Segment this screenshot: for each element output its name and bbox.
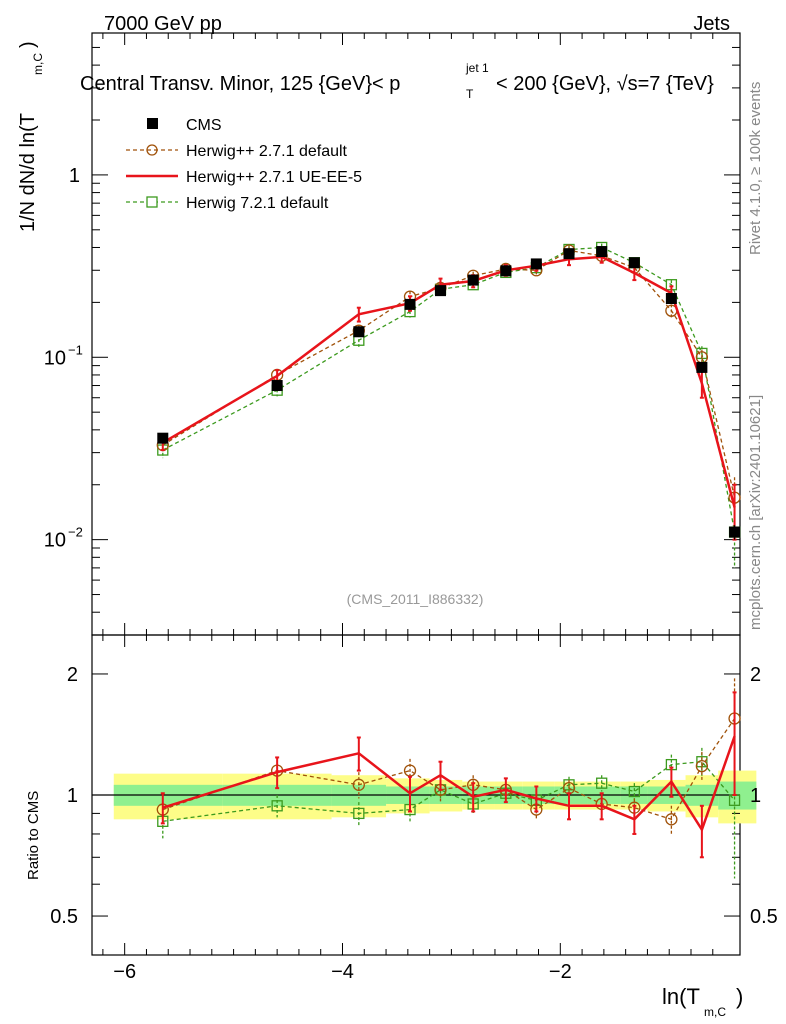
data-point-cms <box>563 248 575 260</box>
header-right: Jets <box>693 13 730 35</box>
legend-cms-marker <box>147 118 158 129</box>
ratio-y-tick-label-right: 1 <box>750 785 761 807</box>
y-tick-label: 10 <box>44 347 66 369</box>
ratio-y-tick-label: 2 <box>67 664 78 686</box>
series-line-herwig_default <box>162 718 736 821</box>
data-point-herwig7 <box>596 777 608 789</box>
data-point-cms <box>404 298 416 310</box>
x-tick-label: −6 <box>113 961 136 983</box>
main-panel: 110−110−2 <box>44 32 741 636</box>
analysis-watermark: (CMS_2011_I886332) <box>347 591 484 607</box>
legend-cms-label: CMS <box>186 117 222 134</box>
title-sub: T <box>466 87 474 101</box>
series-line-herwig7 <box>162 761 736 822</box>
ratio-panel: −6 −4 −2 2 2 1 1 0.5 0.5 <box>50 634 778 983</box>
y-tick-label: 10 <box>44 530 66 552</box>
data-point-herwig7 <box>271 800 283 812</box>
ratio-y-tick-label: 0.5 <box>50 906 78 928</box>
data-point-cms <box>530 258 542 270</box>
legend: CMS Herwig++ 2.7.1 default Herwig++ 2.7.… <box>126 117 362 212</box>
main-ylabel-close: ) <box>17 41 39 48</box>
data-point-cms <box>500 265 512 277</box>
data-point-cms <box>271 380 283 392</box>
title-sup: jet 1 <box>465 61 489 75</box>
data-point-herwig_default <box>695 759 709 773</box>
data-point-cms <box>696 361 708 373</box>
data-point-cms <box>353 326 365 338</box>
header-left: 7000 GeV pp <box>104 13 222 35</box>
main-ylabel-sub: m,C <box>31 53 45 75</box>
x-tick-label: −2 <box>549 961 572 983</box>
xlabel-sub: m,C <box>704 1005 726 1019</box>
y-tick-exponent: −1 <box>68 342 83 357</box>
data-point-herwig_default <box>352 778 365 791</box>
data-point-cms <box>435 285 447 297</box>
plot-title: Central Transv. Minor, 125 {GeV}< p jet … <box>80 61 714 101</box>
y-tick-exponent: −2 <box>68 525 83 540</box>
title-main: Central Transv. Minor, 125 {GeV}< p <box>80 73 400 95</box>
series-line-herwig_ueee5 <box>162 255 736 508</box>
rivet-label: Rivet 4.1.0, ≥ 100k events <box>747 82 764 255</box>
data-point-herwig7 <box>353 807 365 820</box>
x-axis-label: ln(T m,C ) <box>662 984 743 1019</box>
legend-herwig7-label: Herwig 7.2.1 default <box>186 195 329 212</box>
series-line-herwig_ueee5 <box>162 735 736 833</box>
main-ylabel: 1/N dN/d ln(T m,C ) <box>17 41 45 232</box>
main-ylabel-text: 1/N dN/d ln(T <box>17 113 39 232</box>
mcplots-label: mcplots.cern.ch [arXiv:2401.10621] <box>747 395 764 630</box>
legend-herwig7-marker <box>146 196 158 208</box>
ratio-y-tick-label-right: 0.5 <box>750 906 778 928</box>
data-point-herwig_default <box>665 813 678 826</box>
ratio-ylabel: Ratio to CMS <box>25 791 42 880</box>
legend-herwig-default-label: Herwig++ 2.7.1 default <box>186 143 348 160</box>
title-tail: < 200 {GeV}, √s=7 {TeV} <box>496 73 714 95</box>
data-point-cms <box>628 257 640 269</box>
legend-herwig-ueee5-label: Herwig++ 2.7.1 UE-EE-5 <box>186 169 362 186</box>
data-point-cms <box>157 432 169 444</box>
xlabel-text: ln(T <box>662 984 700 1009</box>
data-point-cms <box>596 246 608 258</box>
x-tick-label: −4 <box>331 961 354 983</box>
data-point-cms <box>467 274 479 286</box>
series-line-herwig7 <box>162 246 736 533</box>
ratio-y-tick-label: 1 <box>67 785 78 807</box>
data-point-cms <box>665 293 677 305</box>
y-tick-label: 1 <box>69 165 80 187</box>
ratio-y-tick-label-right: 2 <box>750 664 761 686</box>
data-point-herwig7 <box>628 785 641 798</box>
data-point-cms <box>729 526 741 538</box>
legend-herwig-default-marker <box>146 144 158 156</box>
xlabel-close: ) <box>736 984 743 1009</box>
